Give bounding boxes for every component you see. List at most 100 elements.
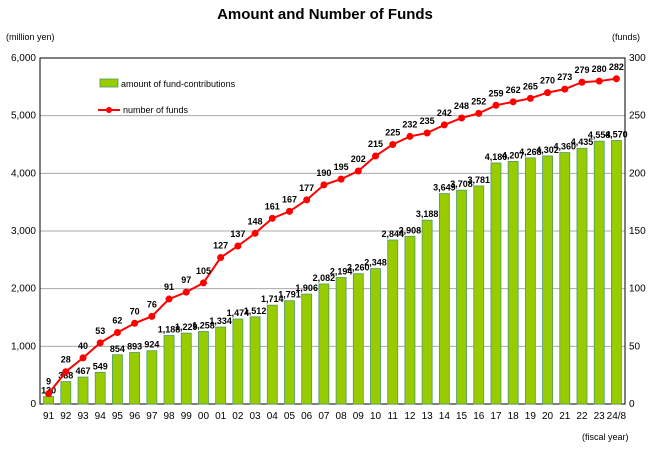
line-point xyxy=(475,109,483,117)
line-point xyxy=(389,141,397,148)
bar-value-label: 549 xyxy=(93,361,108,371)
bar xyxy=(335,277,347,405)
x-tick-label: 21 xyxy=(559,411,571,422)
legend-line-marker xyxy=(106,107,112,113)
x-tick-label: 04 xyxy=(267,411,279,422)
line-value-label: 215 xyxy=(368,139,383,149)
bar xyxy=(404,235,416,405)
y-right-tick-label: 50 xyxy=(629,341,641,352)
bar-value-label: 1,512 xyxy=(244,306,267,316)
line-point xyxy=(268,214,276,222)
line-point xyxy=(423,129,431,137)
line-point xyxy=(354,167,362,175)
y-right-tick-label: 100 xyxy=(629,284,646,295)
line-value-label: 76 xyxy=(147,299,157,309)
bar xyxy=(576,147,588,405)
line-point xyxy=(79,354,87,362)
bar-value-label: 388 xyxy=(58,371,73,381)
line-point xyxy=(285,207,293,215)
line-point xyxy=(113,328,121,336)
x-tick-label: 23 xyxy=(594,411,606,422)
bar xyxy=(593,140,605,405)
y-right-tick-label: 150 xyxy=(629,226,646,237)
line-value-label: 273 xyxy=(557,72,572,82)
bar xyxy=(301,293,313,405)
bar-value-label: 467 xyxy=(75,366,90,376)
y-left-tick-label: 5,000 xyxy=(11,111,36,122)
x-tick-label: 16 xyxy=(473,411,485,422)
bar xyxy=(456,189,467,405)
line-value-label: 177 xyxy=(299,183,314,193)
line-point xyxy=(526,94,534,102)
x-tick-label: 20 xyxy=(542,411,554,422)
bar xyxy=(387,239,399,405)
x-tick-label: 01 xyxy=(215,411,227,422)
bar xyxy=(232,318,244,405)
bar-value-label: 4,558 xyxy=(588,130,611,140)
bar-value-label: 1,714 xyxy=(261,294,284,304)
line-point xyxy=(62,368,70,376)
bar-value-label: 4,570 xyxy=(605,129,628,139)
bar-value-label: 1,334 xyxy=(209,316,232,326)
line-value-label: 167 xyxy=(282,194,297,204)
line-point xyxy=(492,101,500,109)
line-point xyxy=(372,152,380,160)
line-point xyxy=(458,114,466,122)
x-tick-label: 24/8 xyxy=(607,411,627,422)
y-left-tick-label: 3,000 xyxy=(11,226,36,237)
y-right-tick-label: 200 xyxy=(629,168,646,179)
bar xyxy=(77,376,89,405)
bar xyxy=(490,162,502,405)
bar xyxy=(421,219,433,405)
bar xyxy=(266,304,278,405)
legend-bar-swatch xyxy=(99,78,119,88)
line-point xyxy=(337,175,345,183)
legend-line-label: number of funds xyxy=(123,105,189,115)
x-tick-label: 95 xyxy=(112,411,124,422)
bar-value-label: 1,791 xyxy=(278,290,301,300)
bar xyxy=(215,326,227,405)
left-axis-unit: (million yen) xyxy=(6,32,55,42)
bar xyxy=(180,332,192,405)
line-value-label: 28 xyxy=(61,355,71,365)
line-point xyxy=(612,75,620,83)
bar xyxy=(438,193,450,405)
line-value-label: 105 xyxy=(196,266,211,276)
line-value-label: 270 xyxy=(540,76,555,86)
line-value-label: 190 xyxy=(316,168,331,178)
bar-value-label: 2,194 xyxy=(330,266,353,276)
line-point xyxy=(578,78,586,86)
line-point xyxy=(45,390,53,398)
x-tick-label: 22 xyxy=(576,411,588,422)
x-axis-label: (fiscal year) xyxy=(582,432,629,442)
line-point xyxy=(595,77,603,85)
bar-value-label: 1,474 xyxy=(227,308,250,318)
line-value-label: 127 xyxy=(213,241,228,251)
x-tick-label: 07 xyxy=(318,411,330,422)
bar xyxy=(249,316,261,405)
line-point xyxy=(165,295,173,303)
bar xyxy=(129,352,141,405)
line-point xyxy=(182,288,190,296)
line-point xyxy=(131,319,139,327)
line-point xyxy=(561,85,569,93)
line-value-label: 97 xyxy=(181,275,191,285)
line-value-label: 259 xyxy=(488,88,503,98)
right-axis-unit: (funds) xyxy=(612,32,641,42)
x-tick-label: 93 xyxy=(77,411,89,422)
bar xyxy=(43,396,55,405)
bar xyxy=(163,335,175,405)
x-tick-label: 92 xyxy=(60,411,72,422)
x-tick-label: 13 xyxy=(422,411,434,422)
bar xyxy=(318,283,330,405)
bar-value-label: 854 xyxy=(110,344,125,354)
bar-value-label: 2,844 xyxy=(381,229,404,239)
bar xyxy=(507,160,519,405)
bar-value-label: 924 xyxy=(144,340,159,350)
bar xyxy=(198,331,209,405)
line-value-label: 225 xyxy=(385,128,400,138)
bar-value-label: 4,435 xyxy=(571,137,594,147)
line-point xyxy=(440,121,448,129)
